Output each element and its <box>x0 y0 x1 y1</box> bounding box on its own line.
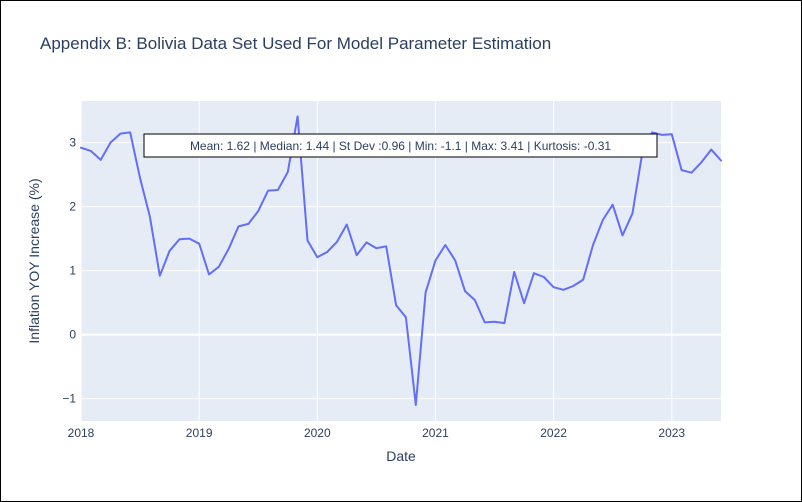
y-tick-label: 2 <box>69 200 76 214</box>
y-tick-label: 1 <box>69 264 76 278</box>
chart-title: Appendix B: Bolivia Data Set Used For Mo… <box>40 34 552 53</box>
x-axis-title: Date <box>386 448 416 464</box>
y-tick-label: 3 <box>69 136 76 150</box>
y-axis-title: Inflation YOY Increase (%) <box>26 178 42 343</box>
x-tick-label: 2021 <box>422 426 449 440</box>
x-tick-label: 2019 <box>186 426 213 440</box>
series-line[interactable] <box>80 115 722 406</box>
x-tick-labels: 2018 2019 2020 2021 2022 2023 <box>68 426 686 440</box>
annotation-text: Mean: 1.62 | Median: 1.44 | St Dev :0.96… <box>190 139 611 153</box>
x-tick-label: 2023 <box>658 426 685 440</box>
series-line-group[interactable] <box>80 115 722 406</box>
annotation-box <box>143 133 658 158</box>
x-tick-label: 2020 <box>304 426 331 440</box>
y-tick-labels: −1 0 1 2 3 <box>62 136 76 406</box>
y-tick-label: −1 <box>62 392 76 406</box>
y-tick-label: 0 <box>69 328 76 342</box>
x-tick-label: 2022 <box>540 426 567 440</box>
x-tick-label: 2018 <box>68 426 95 440</box>
stats-annotation: Mean: 1.62 | Median: 1.44 | St Dev :0.96… <box>143 133 658 158</box>
